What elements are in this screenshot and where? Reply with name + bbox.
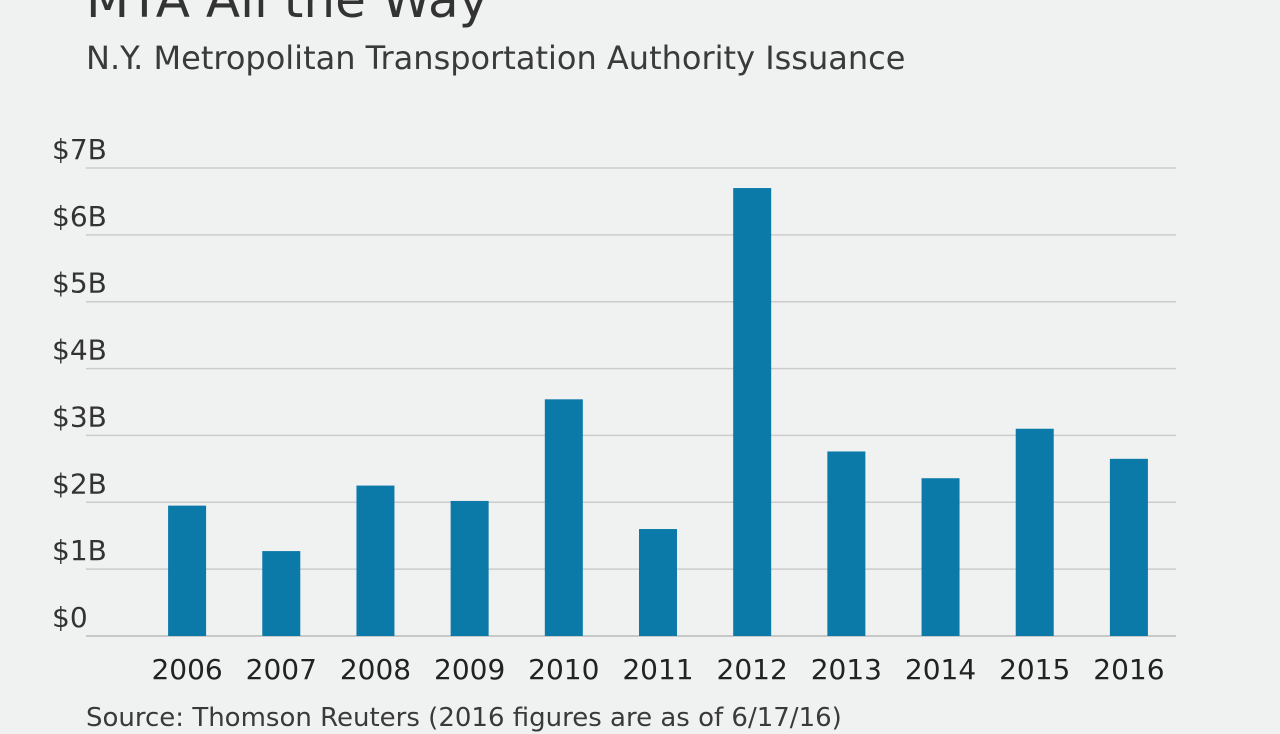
x-tick-label: 2013 xyxy=(811,653,882,686)
bar-2010 xyxy=(544,399,583,636)
x-tick-label: 2012 xyxy=(717,653,788,686)
y-tick-label: $6B xyxy=(52,200,107,233)
x-tick-label: 2016 xyxy=(1093,653,1164,686)
y-tick-label: $4B xyxy=(52,334,107,367)
bar-2008 xyxy=(356,485,395,636)
gridlines xyxy=(86,167,1176,637)
bar-2011 xyxy=(639,529,677,636)
x-tick-label: 2008 xyxy=(340,653,411,686)
y-tick-label: $5B xyxy=(52,267,107,300)
bars xyxy=(168,188,1148,637)
y-tick-label: $1B xyxy=(52,534,107,567)
x-tick-label: 2015 xyxy=(999,653,1070,686)
chart-subtitle: N.Y. Metropolitan Transportation Authori… xyxy=(86,39,906,77)
y-tick-label: $7B xyxy=(52,133,107,166)
y-tick-label: $0 xyxy=(52,601,88,634)
chart-title: MTA All the Way xyxy=(86,0,489,29)
bar-2012 xyxy=(733,188,772,637)
bar-2015 xyxy=(1015,428,1054,636)
y-tick-label: $3B xyxy=(52,400,107,433)
x-axis-tick-labels: 2006 2007 2008 2009 2010 2011 2012 2013 2014 2015… xyxy=(151,653,1164,686)
x-tick-label: 2011 xyxy=(622,653,693,686)
x-tick-label: 2014 xyxy=(905,653,976,686)
y-tick-label: $2B xyxy=(52,467,107,500)
source-note: Source: Thomson Reuters (2016 figures ar… xyxy=(86,703,842,733)
bar-2014 xyxy=(921,478,960,636)
bar-2009 xyxy=(450,500,489,636)
x-tick-label: 2006 xyxy=(151,653,222,686)
bar-2016 xyxy=(1109,458,1148,636)
bar-2007 xyxy=(262,551,301,636)
x-tick-label: 2009 xyxy=(434,653,505,686)
x-tick-label: 2010 xyxy=(528,653,599,686)
bar-2006 xyxy=(168,505,207,636)
bar-2013 xyxy=(827,451,866,636)
x-tick-label: 2007 xyxy=(246,653,317,686)
y-axis-tick-labels: $0 $1B $2B $3B $4B $5B $6B $7B xyxy=(52,133,107,634)
